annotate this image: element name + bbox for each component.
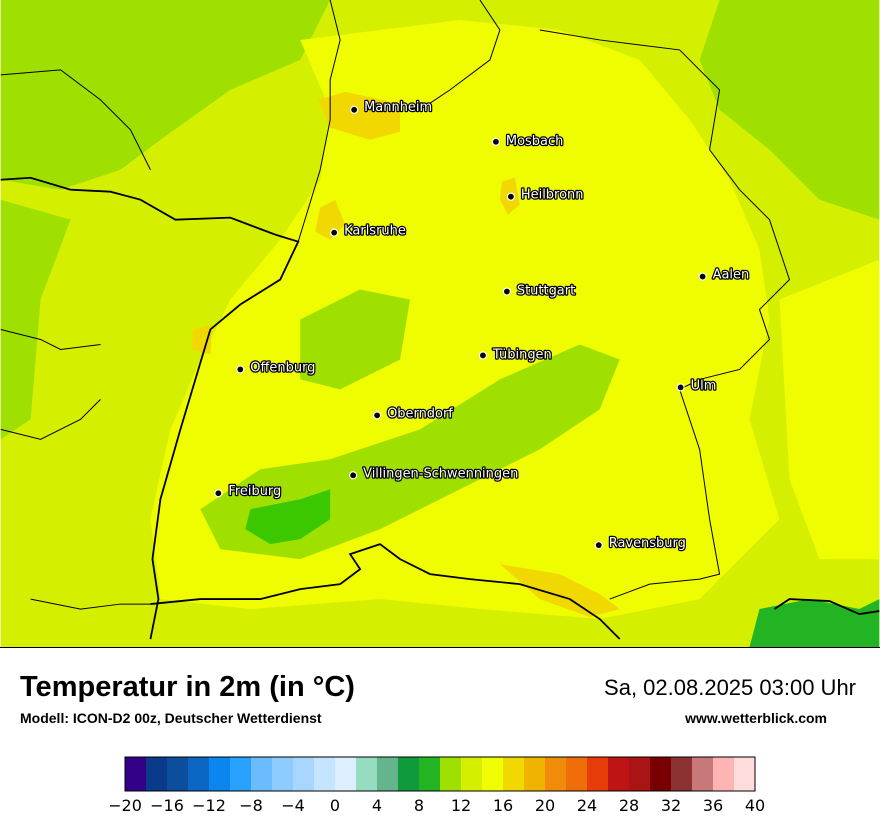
legend-tick-label: 32 xyxy=(661,796,681,815)
map-title: Temperatur in 2m (in °C) xyxy=(20,671,355,703)
legend-tick-label: −16 xyxy=(150,796,184,815)
city-freiburg: Freiburg xyxy=(214,483,283,500)
temp-area-10-12 xyxy=(245,489,331,545)
svg-text:Freiburg: Freiburg xyxy=(228,484,281,499)
legend-swatch xyxy=(293,757,315,791)
svg-text:Oberndorf: Oberndorf xyxy=(387,406,453,421)
legend-tick-label: 12 xyxy=(451,796,471,815)
legend-swatch xyxy=(356,757,378,791)
svg-text:Stuttgart: Stuttgart xyxy=(517,284,575,299)
legend-ticks: −20 −16 −12 −8 −4 0 4 8 12 16 20 24 28 32 36 40 xyxy=(110,796,765,815)
legend-swatch xyxy=(671,757,693,791)
legend-tick-label: 36 xyxy=(703,796,723,815)
legend-tick-label: −4 xyxy=(281,796,305,815)
legend-swatch xyxy=(503,757,525,791)
legend-swatch xyxy=(440,757,462,791)
country-borders xyxy=(0,176,880,640)
temp-area-8-10 xyxy=(749,599,880,647)
temp-area-18-20-rhine xyxy=(192,324,213,355)
legend-swatch xyxy=(419,757,441,791)
temp-area-18-20-mannheim xyxy=(318,91,401,140)
legend-swatch xyxy=(167,757,189,791)
legend-swatch xyxy=(377,757,399,791)
svg-text:Tübingen: Tübingen xyxy=(492,347,552,362)
legend-frame xyxy=(124,756,756,792)
legend-tick-label: 0 xyxy=(330,796,340,815)
legend-tick-label: 40 xyxy=(745,796,765,815)
temp-area-12-14-northeast xyxy=(699,0,880,220)
legend-swatch xyxy=(692,757,714,791)
legend-swatch xyxy=(272,757,294,791)
forecast-datetime: Sa, 02.08.2025 03:00 Uhr xyxy=(604,675,856,700)
city-aalen: Aalen xyxy=(698,266,750,284)
temp-area-12-14-northwest xyxy=(0,0,331,440)
legend-tick-label: 20 xyxy=(535,796,555,815)
city-villingen-schwenningen: Villingen-Schwenningen xyxy=(349,465,520,483)
legend-swatch xyxy=(566,757,588,791)
legend-swatch xyxy=(209,757,231,791)
model-source: Modell: ICON-D2 00z, Deutscher Wetterdie… xyxy=(20,710,322,726)
svg-text:Offenburg: Offenburg xyxy=(250,360,315,375)
temp-area-18-20-lake-constance xyxy=(499,564,620,618)
city-mosbach: Mosbach xyxy=(491,133,565,150)
svg-text:Aalen: Aalen xyxy=(713,268,750,283)
legend-swatch xyxy=(587,757,609,791)
legend-swatch xyxy=(650,757,672,791)
city-ulm: Ulm xyxy=(676,377,718,395)
legend-swatch xyxy=(545,757,567,791)
svg-text:Ulm: Ulm xyxy=(691,378,717,393)
legend-swatch xyxy=(629,757,651,791)
legend-tick-label: −20 xyxy=(110,796,142,815)
legend-swatch xyxy=(251,757,273,791)
legend-tick-label: 8 xyxy=(414,796,424,815)
legend-swatch xyxy=(230,757,252,791)
legend-swatch xyxy=(608,757,630,791)
legend-swatch xyxy=(314,757,336,791)
city-tuebingen: Tübingen xyxy=(478,346,553,364)
svg-text:Villingen-Schwenningen: Villingen-Schwenningen xyxy=(363,466,518,481)
legend-swatch xyxy=(146,757,168,791)
legend-swatch xyxy=(713,757,735,791)
city-karlsruhe: Karlsruhe xyxy=(330,222,407,240)
svg-text:Mosbach: Mosbach xyxy=(506,134,563,149)
temp-area-12-14-black-forest xyxy=(300,289,411,390)
legend-swatch xyxy=(524,757,546,791)
city-heilbronn: Heilbronn xyxy=(506,186,585,204)
legend-swatches xyxy=(124,756,756,792)
legend-swatch xyxy=(335,757,357,791)
city-mannheim: Mannheim xyxy=(350,99,433,116)
legend-swatch xyxy=(125,757,147,791)
legend-swatch xyxy=(398,757,420,791)
cities: Mannheim Mosbach Heilbronn Karlsruhe Aal… xyxy=(214,99,750,552)
legend-swatch xyxy=(734,757,756,791)
city-ravensburg: Ravensburg xyxy=(594,535,687,552)
state-borders xyxy=(0,0,791,610)
svg-text:Ravensburg: Ravensburg xyxy=(609,536,686,551)
legend-tick-label: 16 xyxy=(493,796,513,815)
legend-swatch xyxy=(461,757,483,791)
website-link[interactable]: www.wetterblick.com xyxy=(685,710,827,726)
legend-tick-label: −8 xyxy=(239,796,263,815)
legend-tick-label: 4 xyxy=(372,796,382,815)
city-oberndorf: Oberndorf xyxy=(373,405,455,423)
svg-text:Heilbronn: Heilbronn xyxy=(521,188,584,203)
legend-swatch xyxy=(482,757,504,791)
city-stuttgart: Stuttgart xyxy=(502,282,576,300)
color-legend: −20 −16 −12 −8 −4 0 4 8 12 16 20 24 28 32 36 40 xyxy=(110,756,765,815)
city-offenburg: Offenburg xyxy=(236,359,317,377)
temperature-map: Mannheim Mosbach Heilbronn Karlsruhe Aal… xyxy=(0,0,880,648)
legend-tick-label: 28 xyxy=(619,796,639,815)
legend-tick-label: −12 xyxy=(192,796,226,815)
temp-area-16-18-east xyxy=(779,259,880,560)
temp-area-18-20-karlsruhe xyxy=(315,199,346,240)
svg-text:Karlsruhe: Karlsruhe xyxy=(344,224,406,239)
svg-text:Mannheim: Mannheim xyxy=(364,100,432,115)
legend-tick-label: 24 xyxy=(577,796,597,815)
legend-swatch xyxy=(188,757,210,791)
